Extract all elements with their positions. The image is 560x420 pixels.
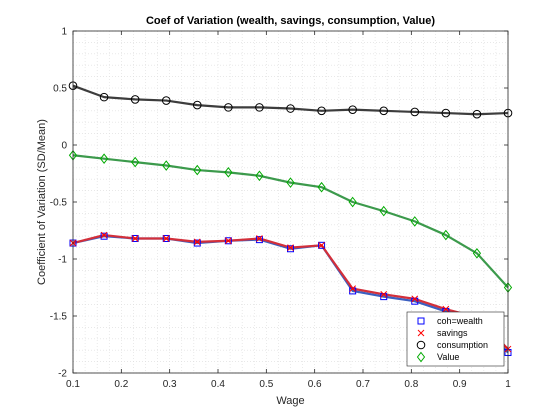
data-point-savings — [193, 238, 201, 246]
data-point-savings — [224, 237, 232, 245]
data-point-coh-wealth — [287, 245, 294, 253]
data-point-value — [131, 156, 140, 168]
legend-marker-coh-wealth — [417, 317, 425, 325]
x-stroke — [131, 235, 139, 242]
data-point-consumption — [441, 108, 451, 118]
data-point-consumption — [317, 106, 326, 116]
x-stroke — [100, 231, 108, 239]
legend-label-consumption: consumption — [437, 340, 488, 350]
legend-marker-value — [416, 351, 426, 363]
x-tick-label: 0.4 — [211, 379, 225, 390]
y-tick-label: -2 — [58, 369, 67, 380]
series-line-consumption — [72, 84, 509, 116]
x-tick-label: 0.5 — [259, 379, 273, 390]
data-point-value — [472, 247, 482, 259]
data-point-savings — [318, 241, 325, 249]
data-point-consumption — [348, 105, 357, 114]
data-point-consumption — [255, 103, 264, 112]
data-point-savings — [131, 235, 139, 242]
data-point-savings — [256, 235, 263, 242]
x-stroke — [380, 290, 388, 298]
x-axis-label: Wage — [276, 395, 304, 407]
data-point-value — [348, 196, 357, 208]
data-point-value — [286, 177, 295, 188]
x-stroke — [417, 329, 425, 337]
x-tick-label: 0.8 — [404, 379, 418, 390]
series-line-value — [72, 154, 509, 289]
x-stroke — [349, 285, 357, 292]
y-tick-label: -1 — [58, 255, 67, 266]
series-markers-value — [68, 149, 513, 293]
data-point-savings — [162, 235, 170, 242]
legend-label-value: Value — [437, 352, 459, 362]
data-point-coh-wealth — [224, 237, 232, 245]
data-point-value — [379, 205, 388, 217]
data-point-consumption — [161, 96, 171, 105]
data-point-savings — [380, 290, 388, 298]
data-point-coh-wealth — [162, 234, 170, 242]
data-point-savings — [100, 231, 108, 239]
data-point-value — [410, 216, 419, 227]
x-tick-label: 0.2 — [114, 379, 128, 390]
data-point-savings — [411, 295, 419, 303]
y-tick-label: 0 — [61, 141, 67, 152]
legend-box — [406, 311, 505, 367]
legend-marker-savings — [417, 329, 425, 337]
x-stroke — [193, 238, 201, 246]
x-tick-label: 0.6 — [308, 379, 322, 390]
data-point-savings — [442, 305, 450, 313]
data-point-value — [317, 181, 326, 193]
x-tick-label: 0.1 — [66, 379, 80, 390]
y-axis-label: Coefficient of Variation (SD/Mean) — [36, 119, 48, 285]
data-point-consumption — [99, 92, 109, 102]
data-point-value — [162, 160, 171, 171]
chart-title: Coef of Variation (wealth, savings, cons… — [146, 15, 435, 27]
data-point-coh-wealth — [100, 232, 108, 240]
data-point-value — [255, 170, 264, 182]
x-tick-label: 0.7 — [356, 379, 370, 390]
data-point-coh-wealth — [411, 297, 419, 305]
x-stroke — [318, 241, 325, 249]
data-point-consumption — [379, 106, 389, 116]
data-point-consumption — [410, 107, 420, 117]
data-point-consumption — [192, 100, 202, 110]
data-point-coh-wealth — [131, 234, 139, 242]
data-point-coh-wealth — [349, 287, 357, 295]
data-point-consumption — [472, 109, 482, 119]
x-stroke — [442, 305, 450, 313]
data-point-value — [441, 229, 450, 241]
y-tick-label: 1 — [61, 27, 67, 38]
x-stroke — [256, 235, 263, 242]
x-tick-label: 1 — [505, 379, 511, 390]
x-tick-label: 0.9 — [453, 379, 467, 390]
x-stroke — [224, 237, 232, 245]
legend-label-savings: savings — [437, 328, 468, 338]
legend-marker-consumption — [416, 340, 426, 350]
data-point-coh-wealth — [255, 236, 263, 244]
y-tick-label: -1.5 — [50, 312, 68, 323]
legend-label-coh-wealth: coh=wealth — [437, 316, 483, 326]
data-point-coh-wealth — [193, 239, 201, 247]
data-point-consumption — [286, 104, 295, 113]
series-markers-consumption — [68, 81, 513, 119]
data-point-coh-wealth — [380, 293, 388, 301]
data-point-consumption — [130, 95, 140, 104]
data-point-savings — [349, 285, 357, 292]
data-point-value — [99, 153, 109, 164]
x-tick-label: 0.3 — [163, 379, 177, 390]
data-point-value — [224, 167, 233, 178]
data-point-consumption — [224, 103, 233, 112]
x-stroke — [162, 235, 170, 242]
legend: coh=wealth savings consumption Value — [406, 311, 505, 367]
data-point-coh-wealth — [318, 241, 326, 249]
x-stroke — [411, 295, 419, 303]
y-tick-label: 0.5 — [53, 84, 67, 95]
y-tick-label: -0.5 — [50, 198, 68, 209]
x-stroke — [287, 244, 294, 251]
data-point-value — [193, 164, 202, 176]
data-point-savings — [287, 244, 294, 251]
